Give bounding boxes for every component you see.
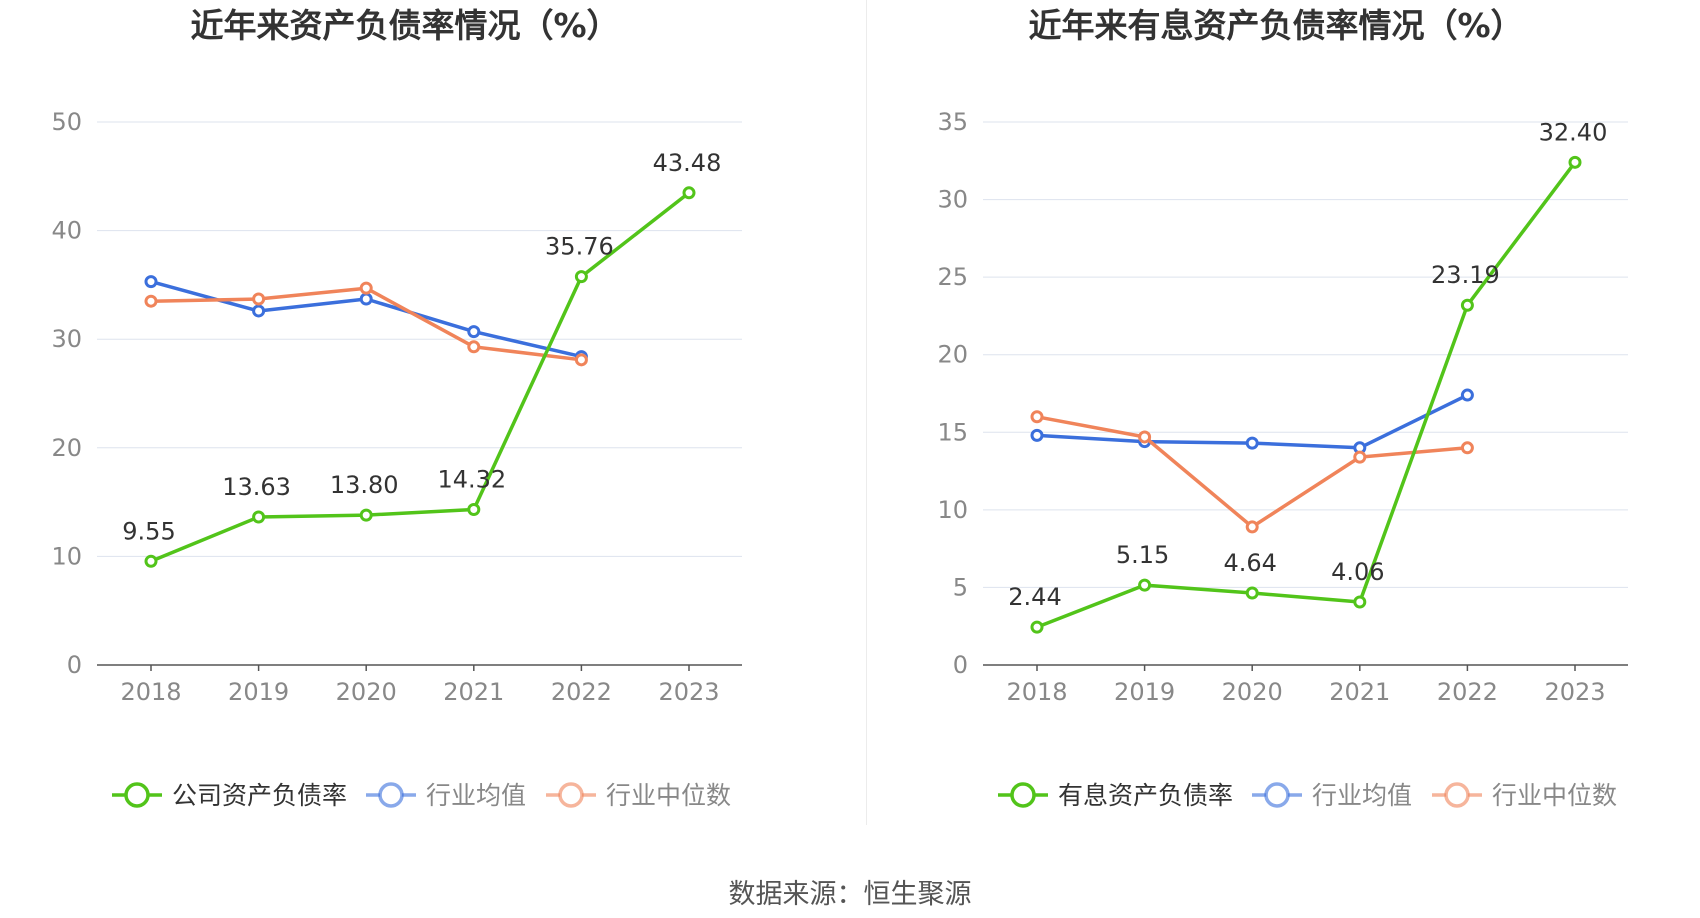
y-tick-label: 30 (937, 186, 968, 214)
x-tick-label: 2021 (443, 678, 504, 706)
data-point (467, 502, 481, 516)
legend-marker (558, 782, 584, 808)
data-label: 9.55 (122, 517, 175, 545)
data-point (1460, 298, 1474, 312)
data-point (1138, 578, 1152, 592)
y-tick-label: 35 (937, 108, 968, 136)
data-label: 4.64 (1223, 549, 1276, 577)
data-label: 32.40 (1539, 118, 1608, 146)
data-point (1245, 520, 1259, 534)
x-tick-label: 2020 (1222, 678, 1283, 706)
legend-item-2: 行业均值 (1252, 781, 1412, 810)
data-point (252, 510, 266, 524)
legend-marker (1444, 782, 1470, 808)
x-tick-label: 2021 (1329, 678, 1390, 706)
data-point (574, 270, 588, 284)
data-point (144, 275, 158, 289)
data-point (144, 554, 158, 568)
x-tick-label: 2022 (1437, 678, 1498, 706)
legend-marker (1264, 782, 1290, 808)
y-tick-label: 30 (51, 325, 82, 353)
legend-item-3: 行业中位数 (546, 781, 731, 810)
data-point (682, 186, 696, 200)
x-tick-label: 2022 (551, 678, 612, 706)
data-label: 13.80 (330, 471, 399, 499)
y-tick-label: 15 (937, 418, 968, 446)
data-label: 13.63 (222, 473, 291, 501)
series-line-1 (1036, 161, 1577, 629)
y-tick-label: 10 (937, 496, 968, 524)
data-point (1138, 430, 1152, 444)
x-tick-label: 2023 (1544, 678, 1605, 706)
data-point (1030, 428, 1044, 442)
y-tick-label: 5 (953, 573, 968, 601)
data-point (252, 304, 266, 318)
y-tick-label: 20 (937, 341, 968, 369)
legend-label: 公司资产负债率 (172, 781, 347, 810)
chart-1: 近年来资产负债率情况（%） 0 10 20 30 40 50 2018 2019 2020 2021… (51, 6, 742, 810)
chart-2: 近年来有息资产负债率情况（%） 0 5 10 15 20 25 30 35 2018 2019 202… (937, 6, 1628, 810)
x-tick-label: 2018 (120, 678, 181, 706)
x-tick-label: 2019 (228, 678, 289, 706)
data-point (1030, 620, 1044, 634)
legend-item-2: 行业均值 (366, 781, 526, 810)
series-line-3 (1036, 415, 1468, 529)
data-point (144, 294, 158, 308)
y-tick-label: 40 (51, 217, 82, 245)
data-label: 43.48 (653, 149, 722, 177)
legend-marker (378, 782, 404, 808)
data-point (467, 340, 481, 354)
chart-title: 近年来有息资产负债率情况（%） (1028, 6, 1523, 45)
data-label: 23.19 (1431, 261, 1500, 289)
legend-label: 行业中位数 (1492, 781, 1617, 810)
data-source-label: 数据来源：恒生聚源 (728, 879, 972, 910)
y-tick-label: 25 (937, 263, 968, 291)
data-point (1353, 450, 1367, 464)
data-point (252, 292, 266, 306)
data-label: 2.44 (1008, 583, 1061, 611)
y-tick-label: 50 (51, 108, 82, 136)
panel-divider (866, 0, 867, 825)
data-point (467, 325, 481, 339)
data-label: 14.32 (437, 465, 506, 493)
legend-item-3: 行业中位数 (1432, 781, 1617, 810)
legend-label: 有息资产负债率 (1058, 781, 1233, 810)
y-tick-label: 10 (51, 542, 82, 570)
data-label: 35.76 (545, 233, 614, 261)
data-point (1030, 410, 1044, 424)
data-label: 5.15 (1116, 541, 1169, 569)
data-point (1245, 586, 1259, 600)
y-tick-label: 0 (67, 651, 82, 679)
data-point (1568, 155, 1582, 169)
series-line-1 (150, 191, 691, 563)
data-point (1460, 441, 1474, 455)
x-tick-label: 2019 (1114, 678, 1175, 706)
y-tick-label: 20 (51, 434, 82, 462)
data-point (1460, 388, 1474, 402)
data-point (359, 281, 373, 295)
legend-label: 行业中位数 (606, 781, 731, 810)
data-point (359, 508, 373, 522)
legend-marker (1010, 782, 1036, 808)
chart-title: 近年来资产负债率情况（%） (190, 6, 619, 45)
legend-item-1: 公司资产负债率 (112, 781, 347, 810)
data-point (1353, 595, 1367, 609)
data-point (1245, 436, 1259, 450)
legend-label: 行业均值 (1312, 781, 1412, 810)
legend-label: 行业均值 (426, 781, 526, 810)
legend-marker (124, 782, 150, 808)
x-tick-label: 2023 (658, 678, 719, 706)
data-point (359, 292, 373, 306)
legend-item-1: 有息资产负债率 (998, 781, 1233, 810)
data-point (574, 353, 588, 367)
y-tick-label: 0 (953, 651, 968, 679)
x-tick-label: 2020 (336, 678, 397, 706)
data-label: 4.06 (1331, 558, 1384, 586)
x-tick-label: 2018 (1006, 678, 1067, 706)
